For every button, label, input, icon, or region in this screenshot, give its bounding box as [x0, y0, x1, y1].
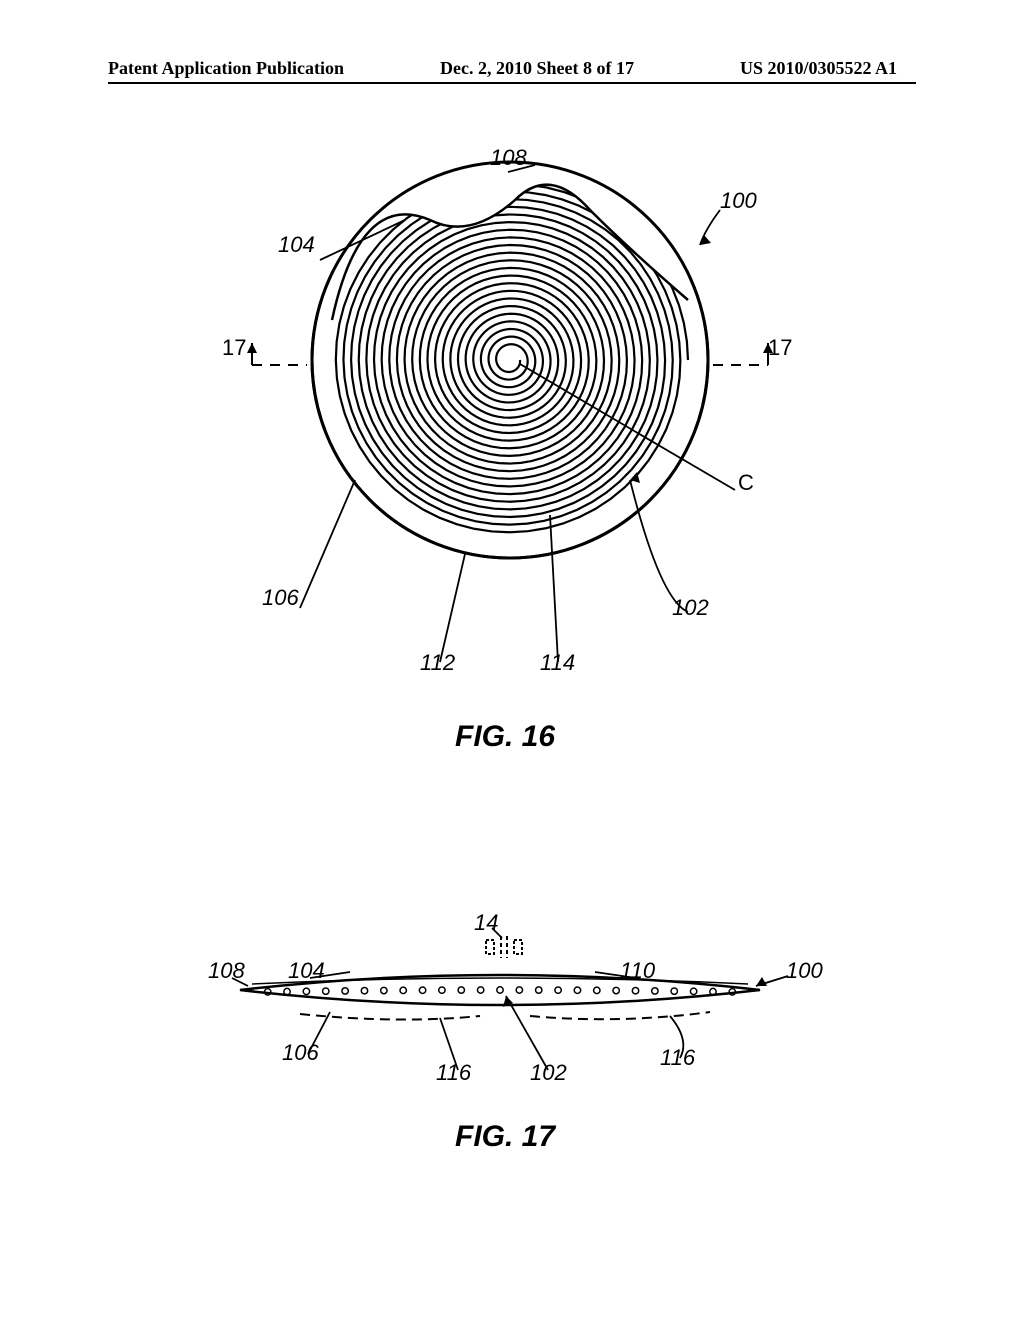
label-102: 102: [672, 595, 709, 621]
header-right: US 2010/0305522 A1: [740, 58, 897, 79]
label-100: 100: [786, 958, 823, 984]
header-left: Patent Application Publication: [108, 58, 344, 79]
label-104: 104: [288, 958, 325, 984]
label-116-a: 116: [436, 1060, 471, 1086]
label-102: 102: [530, 1060, 567, 1086]
figure-16-caption: FIG. 16: [455, 720, 555, 754]
label-116-b: 116: [660, 1045, 695, 1071]
label-C: C: [738, 470, 754, 496]
label-104: 104: [278, 232, 315, 258]
label-108: 108: [490, 145, 527, 171]
label-106: 106: [262, 585, 299, 611]
label-114: 114: [540, 650, 575, 676]
header-center: Dec. 2, 2010 Sheet 8 of 17: [440, 58, 634, 79]
label-17-right: 17: [768, 335, 792, 361]
header-rule: [108, 82, 916, 84]
label-14: 14: [474, 910, 498, 936]
label-112: 112: [420, 650, 455, 676]
label-100: 100: [720, 188, 757, 214]
figure-17-caption: FIG. 17: [455, 1120, 555, 1154]
label-108: 108: [208, 958, 245, 984]
figure-16: [0, 110, 1024, 810]
label-110: 110: [620, 958, 655, 984]
label-17-left: 17: [222, 335, 246, 361]
label-106: 106: [282, 1040, 319, 1066]
